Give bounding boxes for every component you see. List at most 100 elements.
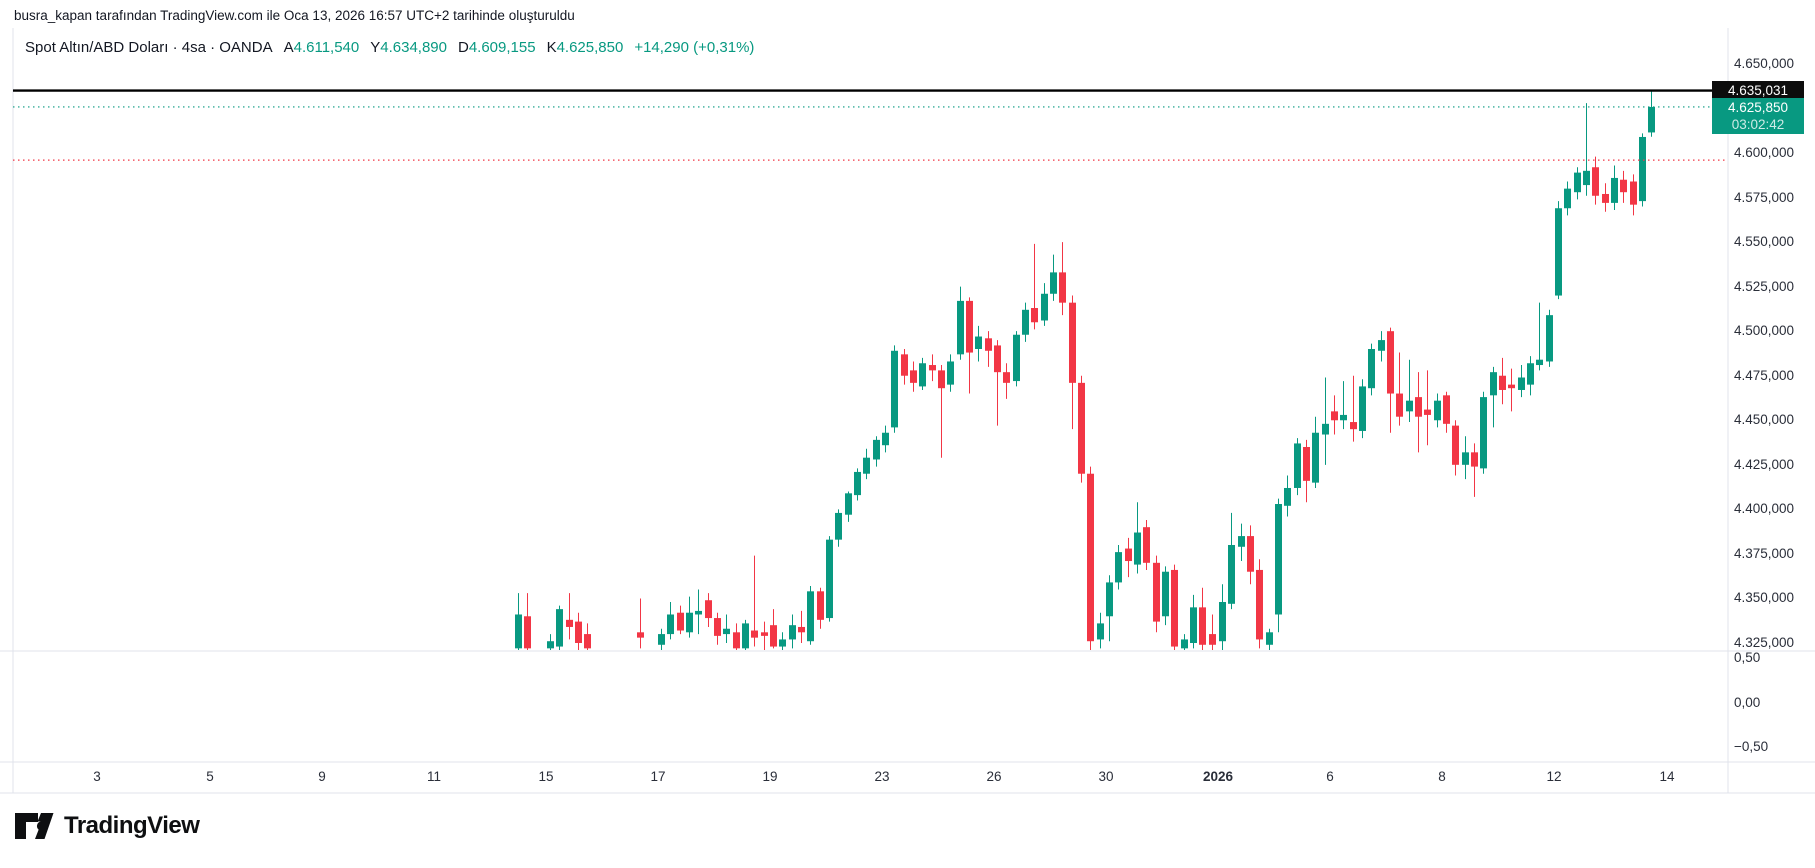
candle[interactable]	[1350, 375, 1357, 442]
candle[interactable]	[789, 614, 796, 649]
candle[interactable]	[1171, 564, 1178, 656]
candle[interactable]	[873, 436, 880, 467]
candle[interactable]	[1312, 416, 1319, 488]
candle[interactable]	[919, 357, 926, 390]
candle[interactable]	[1041, 283, 1048, 326]
candle[interactable]	[1284, 475, 1291, 517]
candle[interactable]	[667, 602, 674, 640]
candle[interactable]	[686, 596, 693, 638]
candle[interactable]	[1555, 201, 1562, 300]
candle[interactable]	[1611, 165, 1618, 211]
candle[interactable]	[556, 605, 563, 651]
candle[interactable]	[1199, 587, 1206, 652]
candle[interactable]	[910, 361, 917, 392]
candle[interactable]	[1396, 352, 1403, 426]
candle[interactable]	[695, 589, 702, 635]
candlestick-series[interactable]	[515, 90, 1655, 656]
candle[interactable]	[966, 297, 973, 394]
candle[interactable]	[761, 621, 768, 651]
candle[interactable]	[1340, 381, 1347, 430]
candle[interactable]	[1106, 575, 1113, 642]
candle[interactable]	[957, 286, 964, 360]
candle[interactable]	[1639, 133, 1646, 207]
candle[interactable]	[1078, 375, 1085, 483]
candle[interactable]	[798, 610, 805, 643]
candle[interactable]	[1583, 103, 1590, 196]
candle[interactable]	[1462, 436, 1469, 480]
candle[interactable]	[637, 598, 644, 649]
candle[interactable]	[1564, 181, 1571, 216]
candle[interactable]	[1546, 309, 1553, 367]
candle[interactable]	[705, 593, 712, 627]
candle[interactable]	[1331, 395, 1338, 435]
candle[interactable]	[1452, 420, 1459, 476]
candle[interactable]	[1097, 612, 1104, 649]
candle[interactable]	[1022, 302, 1029, 342]
candle[interactable]	[1069, 295, 1076, 430]
candle[interactable]	[845, 491, 852, 522]
candle[interactable]	[835, 509, 842, 547]
candle[interactable]	[733, 623, 740, 652]
candle[interactable]	[1238, 523, 1245, 562]
candle[interactable]	[1209, 614, 1216, 653]
candle[interactable]	[1378, 331, 1385, 362]
candle[interactable]	[515, 593, 522, 650]
candle[interactable]	[994, 340, 1001, 426]
candle[interactable]	[882, 425, 889, 453]
candle[interactable]	[1406, 359, 1413, 423]
symbol-title[interactable]: Spot Altın/ABD Doları · 4sa · OANDA	[25, 39, 273, 56]
candle[interactable]	[1115, 544, 1122, 590]
candle[interactable]	[1294, 438, 1301, 496]
candle[interactable]	[1322, 377, 1329, 465]
candle[interactable]	[975, 325, 982, 362]
candle[interactable]	[863, 448, 870, 480]
candle[interactable]	[575, 612, 582, 650]
candle[interactable]	[1499, 357, 1506, 405]
candle[interactable]	[714, 612, 721, 645]
candle[interactable]	[1620, 170, 1627, 203]
candle[interactable]	[1387, 327, 1394, 433]
candle[interactable]	[1443, 391, 1450, 433]
candle[interactable]	[779, 632, 786, 652]
candle[interactable]	[1471, 443, 1478, 497]
candle[interactable]	[817, 587, 824, 629]
candle[interactable]	[1031, 243, 1038, 330]
tradingview-logo[interactable]: TradingView	[14, 812, 200, 840]
candle[interactable]	[1630, 174, 1637, 216]
candle[interactable]	[1648, 90, 1655, 137]
candle[interactable]	[854, 468, 861, 501]
candle[interactable]	[723, 614, 730, 643]
candle[interactable]	[1050, 254, 1057, 301]
candle[interactable]	[751, 555, 758, 647]
candle[interactable]	[1359, 379, 1366, 439]
candle[interactable]	[1434, 393, 1441, 428]
candle[interactable]	[1059, 242, 1066, 316]
candle[interactable]	[1247, 525, 1254, 585]
candle[interactable]	[1303, 439, 1310, 503]
candle[interactable]	[658, 628, 665, 650]
candle[interactable]	[1275, 498, 1282, 633]
candle[interactable]	[1003, 363, 1010, 399]
candle[interactable]	[1125, 537, 1132, 578]
candle[interactable]	[584, 623, 591, 655]
candle[interactable]	[1518, 365, 1525, 398]
candle[interactable]	[1602, 183, 1609, 212]
candle[interactable]	[1087, 466, 1094, 651]
candle[interactable]	[1527, 356, 1534, 396]
candle[interactable]	[985, 331, 992, 367]
candle[interactable]	[1153, 555, 1160, 633]
candle[interactable]	[547, 634, 554, 654]
candle[interactable]	[901, 348, 908, 385]
candle[interactable]	[1536, 302, 1543, 371]
candle[interactable]	[1368, 343, 1375, 396]
candle[interactable]	[1256, 559, 1263, 649]
candle[interactable]	[1592, 156, 1599, 205]
candle[interactable]	[1134, 502, 1141, 574]
horizontal-lines[interactable]	[13, 89, 1728, 161]
candle[interactable]	[826, 536, 833, 622]
candle[interactable]	[1219, 584, 1226, 650]
candle[interactable]	[1415, 372, 1422, 453]
candle[interactable]	[1490, 366, 1497, 428]
candle[interactable]	[1181, 634, 1188, 654]
